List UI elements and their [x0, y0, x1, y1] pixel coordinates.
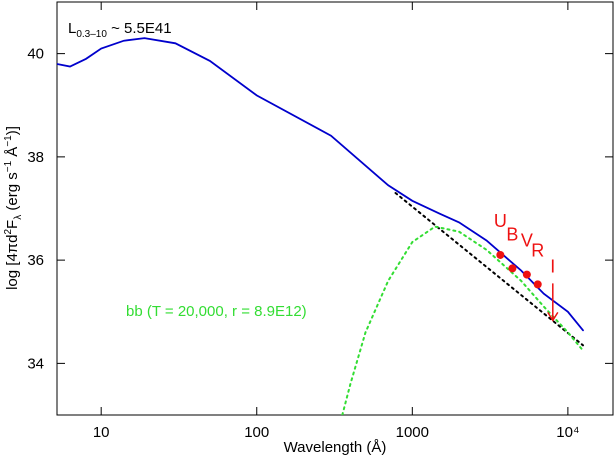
y-tick-label: 38 [27, 149, 44, 166]
y-tick-label: 36 [27, 252, 44, 269]
data-point [508, 264, 517, 273]
x-tick-label: 10 [93, 424, 110, 441]
series-line [394, 192, 584, 347]
y-label-sup: −1 [3, 135, 14, 147]
y-label-sub: λ [13, 215, 24, 220]
plot-frame [56, 1, 614, 416]
y-label-part: F [4, 220, 21, 229]
x-axis-label: Wavelength (Å) [284, 439, 387, 456]
annotation: L0.3–10 ~ 5.5E41 [68, 20, 172, 40]
y-label-part: )] [4, 126, 21, 135]
point-label: U [494, 211, 507, 231]
y-label-part: log [4πd [4, 235, 21, 290]
x-tick-label: 1000 [396, 424, 429, 441]
point-label: R [531, 240, 544, 260]
series-line [341, 225, 584, 415]
annotation-part: L [68, 20, 76, 37]
data-point [522, 270, 531, 279]
data-point [533, 280, 542, 289]
y-label-sup: 2 [3, 229, 14, 235]
y-label-sup: −1 [3, 160, 14, 172]
y-label-part: (erg s [4, 172, 21, 215]
annotation-part: ~ 5.5E41 [107, 20, 172, 37]
point-label: I [550, 256, 555, 276]
y-label-part: Å [4, 147, 21, 161]
y-tick-label: 34 [27, 355, 44, 372]
y-tick-label: 40 [27, 46, 44, 63]
upper-limit-arrow [547, 283, 559, 322]
annotation-part: bb (T = 20,000, r = 8.9E12) [126, 303, 307, 320]
point-label: V [521, 231, 533, 251]
data-point [496, 250, 505, 259]
x-tick-label: 100 [244, 424, 269, 441]
annotation-sub: 0.3–10 [76, 29, 107, 40]
x-tick-label: 10⁴ [556, 424, 579, 441]
point-label: B [506, 224, 518, 244]
annotation: bb (T = 20,000, r = 8.9E12) [126, 303, 307, 320]
series-line [57, 37, 584, 332]
y-axis-label: log [4πd2Fλ (erg s−1 Å−1)] [3, 126, 24, 290]
plot-area [57, 37, 584, 415]
